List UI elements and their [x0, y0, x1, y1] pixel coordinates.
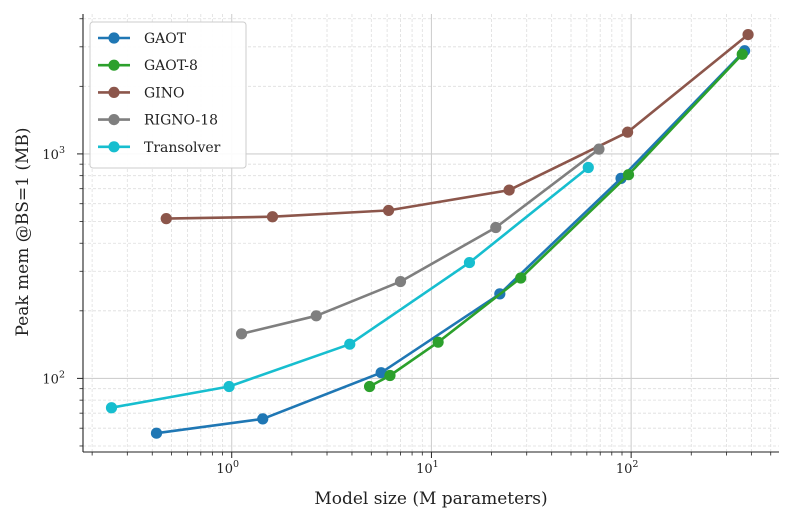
data-point-rigno-18	[490, 221, 502, 234]
data-point-gino	[503, 184, 515, 196]
data-point-transolver	[463, 256, 476, 269]
data-point-gaot	[150, 427, 163, 439]
series-line-gaot	[155, 49, 746, 435]
y-tick-label: 103	[42, 145, 65, 163]
y-tick-label-exponent: 3	[59, 145, 65, 156]
data-point-gaot-8	[384, 369, 396, 382]
legend-item-gaot-8: GAOT-8	[98, 58, 198, 74]
y-tick-label: 102	[42, 369, 65, 387]
data-point-transolver	[223, 380, 235, 393]
series-layer	[105, 29, 754, 439]
x-axis-label: Model size (M parameters)	[314, 489, 547, 509]
series-transolver	[105, 161, 594, 414]
legend-label: Transolver	[144, 140, 221, 156]
ticks	[77, 18, 772, 458]
data-point-rigno-18	[235, 328, 248, 340]
y-tick-label-exponent: 2	[59, 369, 65, 380]
data-point-transolver	[582, 161, 594, 174]
data-point-gaot	[375, 367, 387, 379]
data-point-gino	[382, 204, 395, 217]
data-point-gino	[742, 29, 754, 41]
data-point-gaot-8	[736, 48, 748, 60]
data-point-rigno-18	[310, 310, 322, 322]
x-tick-label: 100	[216, 459, 239, 477]
data-point-gaot-8	[363, 380, 376, 393]
data-point-gino	[160, 213, 172, 225]
data-point-gino	[266, 211, 279, 223]
series-gino	[160, 29, 754, 225]
legend-item-rigno-18: RIGNO-18	[98, 113, 218, 129]
series-rigno-18	[235, 143, 605, 340]
legend-label: GINO	[144, 85, 184, 101]
data-point-gaot-8	[622, 169, 635, 181]
legend-marker	[108, 86, 120, 98]
legend: GAOT GAOT-8 GINO RIGNO-18 Transolver	[89, 21, 247, 169]
legend-label: GAOT	[144, 31, 187, 47]
legend-marker	[108, 141, 120, 153]
x-tick-label: 101	[416, 459, 439, 477]
data-point-rigno-18	[394, 275, 407, 288]
legend-marker	[108, 32, 120, 44]
data-point-gaot-8	[432, 336, 444, 348]
series-gaot-8	[363, 48, 748, 393]
x-tick-label-exponent: 2	[632, 459, 638, 470]
data-point-gaot-8	[515, 272, 527, 284]
data-point-gino	[622, 126, 634, 138]
legend-marker	[108, 114, 120, 126]
legend-box	[89, 21, 247, 169]
legend-item-transolver: Transolver	[98, 140, 221, 156]
data-point-transolver	[105, 402, 118, 414]
x-tick-label-exponent: 0	[233, 459, 239, 470]
data-point-gaot	[257, 413, 269, 425]
legend-marker	[108, 59, 120, 71]
series-line-gino	[164, 33, 750, 220]
series-line-rigno-18	[240, 147, 601, 336]
legend-item-gino: GINO	[98, 85, 184, 101]
data-point-transolver	[344, 338, 356, 350]
legend-label: RIGNO-18	[144, 113, 218, 129]
x-tick-label: 102	[616, 459, 639, 477]
legend-label: GAOT-8	[144, 58, 198, 74]
series-line-gaot-8	[368, 52, 744, 388]
y-axis-label: Peak mem @BS=1 (MB)	[13, 127, 33, 336]
legend-item-gaot: GAOT	[98, 31, 187, 47]
data-point-rigno-18	[593, 143, 605, 155]
x-tick-label-exponent: 1	[433, 459, 439, 470]
